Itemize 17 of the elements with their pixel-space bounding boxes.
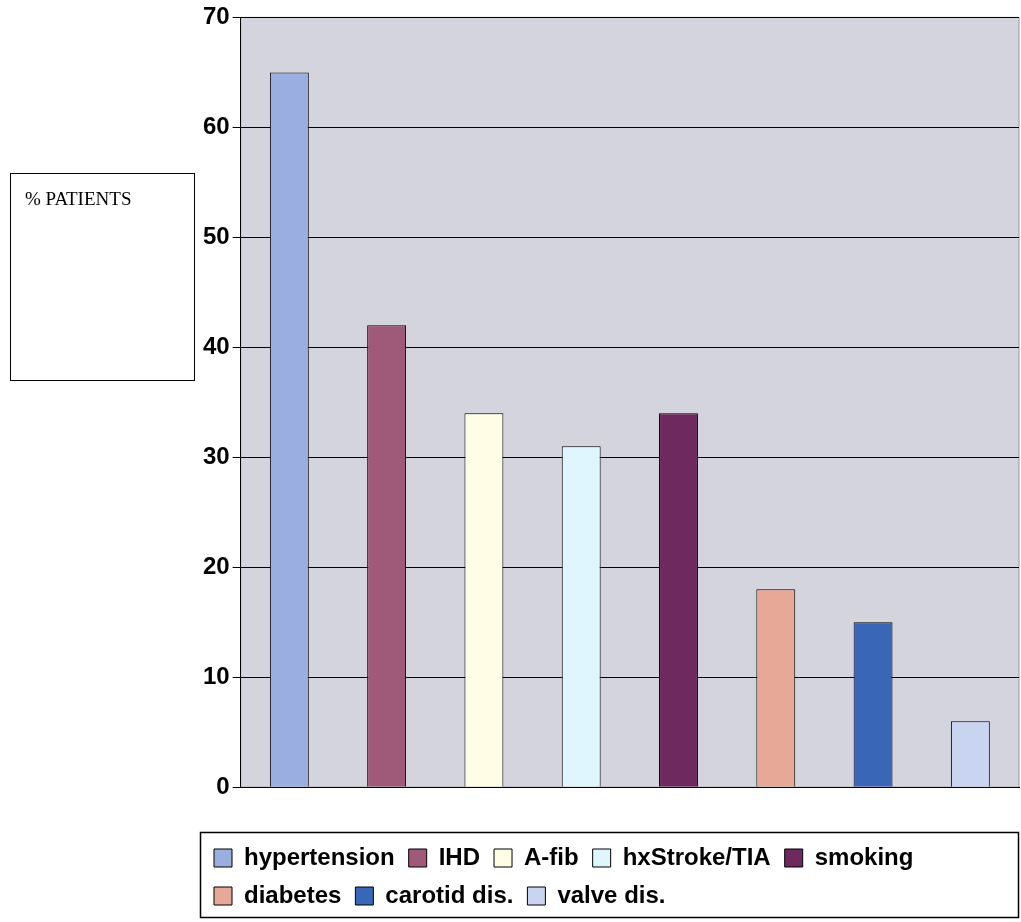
y-tick-label: 10 (202, 661, 230, 689)
legend-label: hypertension (244, 842, 395, 870)
y-tick-label: 30 (202, 441, 230, 469)
y-axis-title: % PATIENTS (10, 173, 195, 381)
y-tick-label: 20 (202, 551, 230, 579)
y-tick-label: 70 (202, 2, 230, 30)
y-tick-label: 0 (216, 771, 230, 799)
y-tick-label: 60 (202, 112, 230, 139)
y-tick-label: 50 (202, 221, 230, 249)
legend-label: valve dis. (557, 880, 666, 908)
legend-label: carotid dis. (385, 880, 514, 908)
legend-label: smoking (814, 842, 914, 870)
legend-label: diabetes (244, 880, 342, 908)
legend-label: A-fib (524, 842, 579, 870)
legend-label: hxStroke/TIA (622, 842, 771, 870)
legend-label: IHD (438, 842, 481, 870)
y-tick-label: 40 (202, 331, 230, 359)
